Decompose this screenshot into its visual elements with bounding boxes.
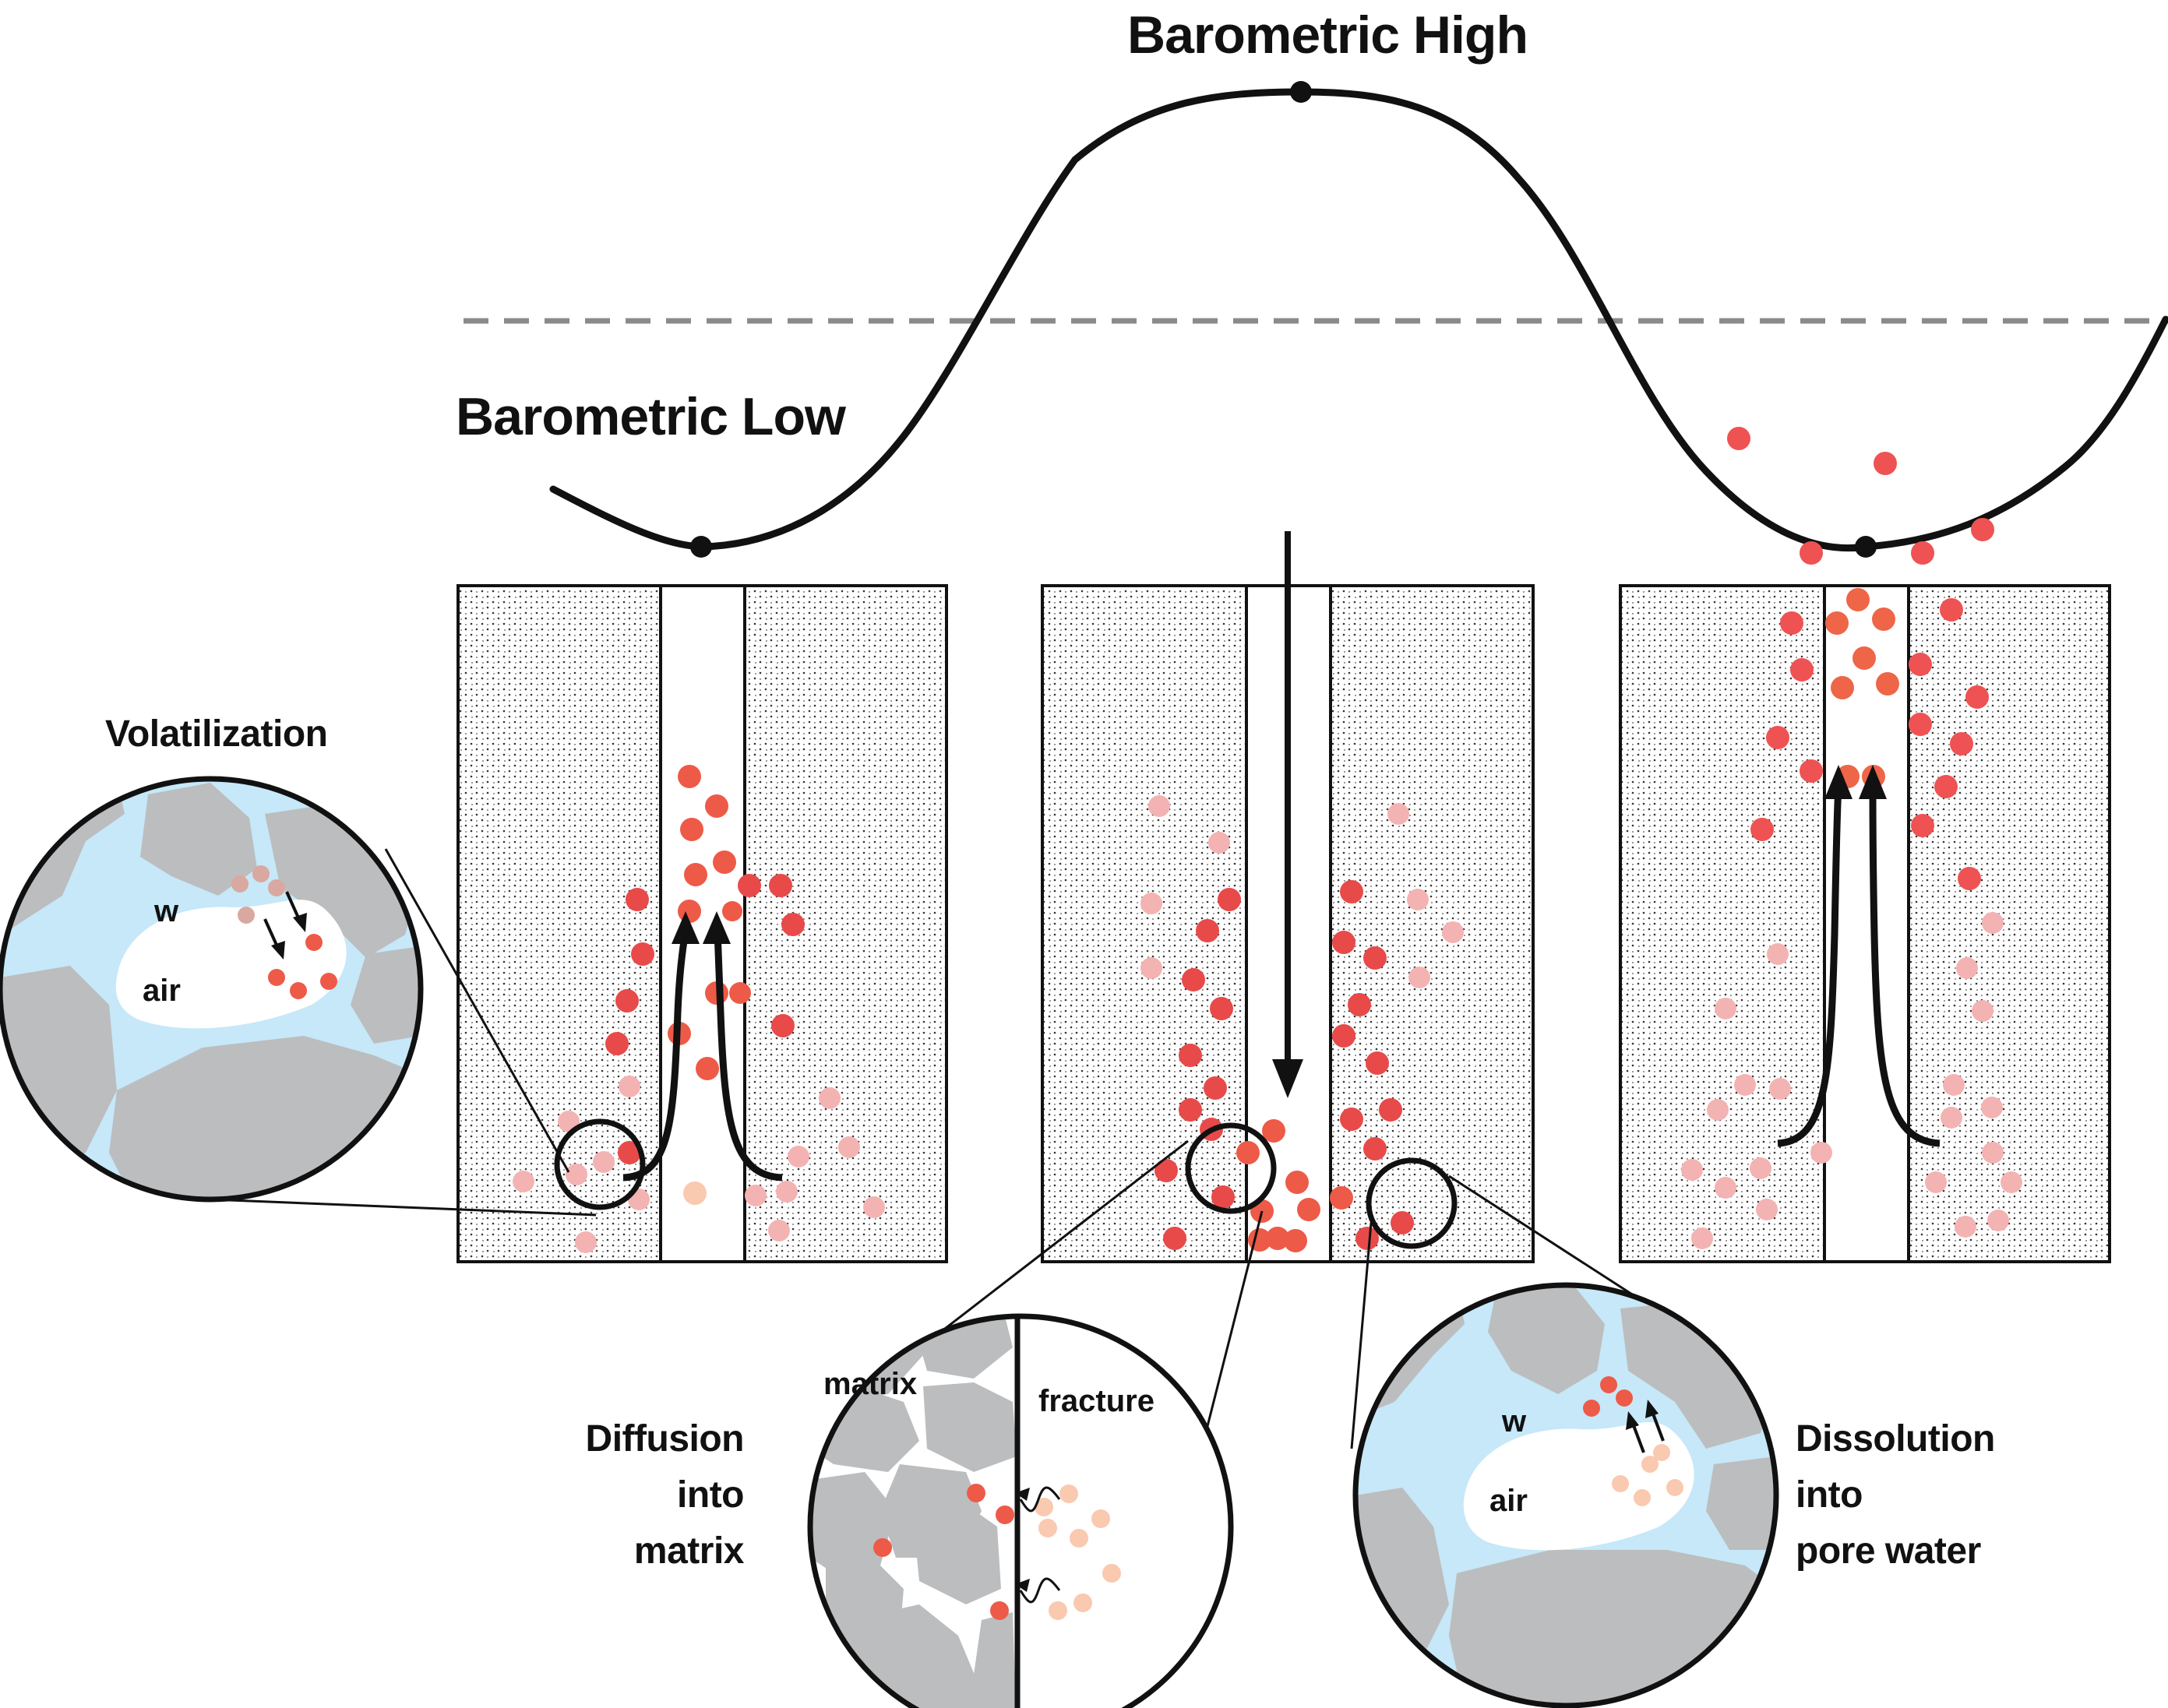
zoom-circle-volatilization <box>0 776 424 1203</box>
particles-faint-right <box>1681 912 2022 1249</box>
particles-matrix-left <box>605 874 805 1164</box>
barometric-pressure-curve <box>549 88 2168 552</box>
zoom-volatilization: w air <box>0 776 424 1203</box>
particles-air-volatilization <box>268 934 337 999</box>
air-pocket-volatilization <box>115 900 347 1029</box>
zoom-ring-middle-left <box>1185 1122 1277 1214</box>
diffusion-label-line3: matrix <box>634 1530 745 1572</box>
zoom-ring-middle-right <box>1366 1157 1458 1249</box>
dissolution-label-line2: into <box>1796 1474 1863 1516</box>
fracture-left <box>659 584 746 1263</box>
zoom-circle-dissolution <box>1352 1282 1779 1708</box>
zoom-ring-left <box>554 1118 646 1210</box>
diffusion-label-line1: Diffusion <box>586 1418 744 1460</box>
upflow-arrow-right-2 <box>1869 786 1941 1147</box>
air-label-volatilization: air <box>143 974 181 1008</box>
fracture-label: fracture <box>1038 1384 1155 1418</box>
low-point-marker-right <box>1855 536 1877 558</box>
barometric-high-label: Barometric High <box>1127 5 1528 65</box>
particles-strong-left <box>668 765 751 1080</box>
panel-right <box>1619 427 2111 1263</box>
upflow-arrow-left-1 <box>622 930 689 1182</box>
barometric-low-label: Barometric Low <box>456 387 847 446</box>
particles-fracture-diffusion <box>1035 1484 1121 1620</box>
volatilization-title: Volatilization <box>105 713 327 755</box>
zoom-diffusion: matrix fracture <box>807 1313 1234 1708</box>
particles-faint-left <box>513 1076 885 1253</box>
water-label-volatilization: w <box>153 894 179 928</box>
particles-water-volatilization <box>231 865 285 924</box>
particle-peach-left <box>683 1182 707 1205</box>
particles-matrix-diffusion <box>873 1484 1014 1620</box>
zoom-dissolution: w air <box>1352 1282 1779 1708</box>
upflow-arrow-right-1 <box>1777 786 1842 1147</box>
air-pocket-dissolution <box>1463 1421 1694 1551</box>
panel-left <box>457 584 948 1263</box>
particles-water-dissolution <box>1612 1444 1683 1506</box>
high-point-marker <box>1290 81 1312 103</box>
particles-strong-right <box>1750 598 1989 890</box>
particles-faint-middle <box>1140 795 1464 988</box>
zoom-circle-diffusion <box>807 1313 1234 1708</box>
water-label-dissolution: w <box>1501 1404 1527 1439</box>
low-point-marker-left <box>690 536 712 558</box>
matrix-label: matrix <box>823 1367 917 1401</box>
diffusion-label-line2: into <box>677 1474 744 1516</box>
dissolution-label-line1: Dissolution <box>1796 1418 1995 1460</box>
particles-rising-right <box>1727 427 1994 565</box>
dissolution-label-line3: pore water <box>1796 1530 1981 1572</box>
panel-middle <box>1041 531 1535 1263</box>
particles-air-dissolution <box>1583 1376 1633 1417</box>
upflow-arrow-left-2 <box>714 930 783 1182</box>
air-label-dissolution: air <box>1489 1484 1528 1518</box>
